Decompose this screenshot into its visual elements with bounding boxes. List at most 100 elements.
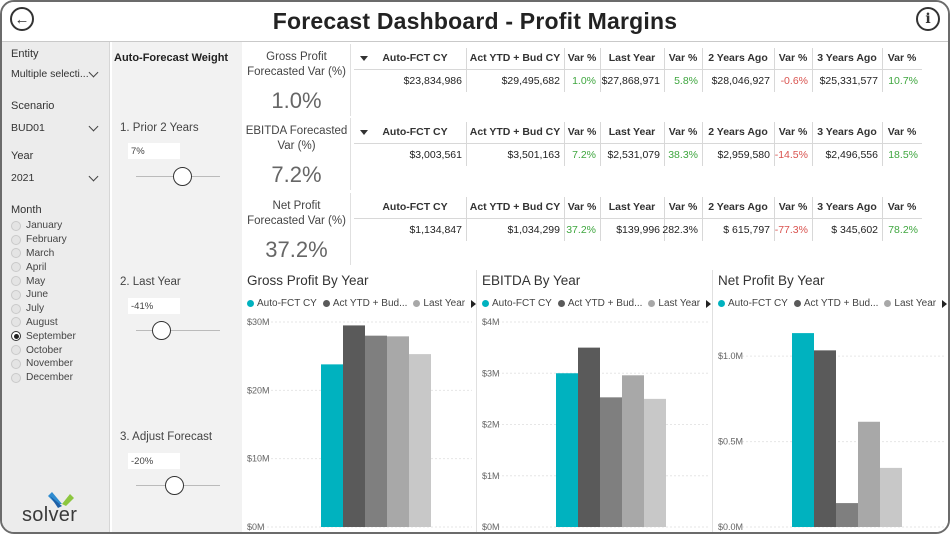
back-arrow-icon[interactable]: ← xyxy=(10,7,34,31)
weight-input-last-year[interactable]: -41% xyxy=(128,298,180,314)
column-header[interactable]: 3 Years Ago xyxy=(817,52,877,64)
radio-button[interactable] xyxy=(11,234,21,245)
legend-item[interactable]: Last Year xyxy=(413,298,465,309)
radio-button[interactable] xyxy=(11,358,21,369)
year-dropdown[interactable]: 2021 xyxy=(11,171,101,184)
bar-auto-fct-cy[interactable] xyxy=(556,373,578,527)
legend-item[interactable]: Last Year xyxy=(884,298,936,309)
month-option-april[interactable]: April xyxy=(11,260,106,274)
header: ← Forecast Dashboard - Profit Margins i xyxy=(2,2,948,42)
radio-button[interactable] xyxy=(11,331,21,342)
month-option-december[interactable]: December xyxy=(11,371,106,385)
sort-caret-icon[interactable] xyxy=(360,56,368,61)
month-option-september[interactable]: September xyxy=(11,329,106,343)
table-cell: 78.2% xyxy=(888,224,918,236)
sort-caret-icon[interactable] xyxy=(360,130,368,135)
column-header[interactable]: Act YTD + Bud CY xyxy=(469,126,561,138)
bar-3-years-ago[interactable] xyxy=(644,398,666,527)
month-option-november[interactable]: November xyxy=(11,357,106,371)
slider-thumb-adjust-forecast[interactable] xyxy=(164,476,184,495)
weight-input-adjust-forecast[interactable]: -20% xyxy=(128,453,180,469)
bar-auto-fct-cy[interactable] xyxy=(792,333,814,527)
radio-button[interactable] xyxy=(11,289,21,300)
column-header[interactable]: Last Year xyxy=(608,52,656,64)
legend-item[interactable]: Act YTD + Bud... xyxy=(322,298,407,309)
column-header[interactable]: 2 Years Ago xyxy=(708,52,768,64)
entity-dropdown[interactable]: Multiple selecti... xyxy=(11,67,101,80)
column-header[interactable]: Last Year xyxy=(608,126,656,138)
radio-button[interactable] xyxy=(11,372,21,383)
month-option-october[interactable]: October xyxy=(11,343,106,357)
bar-2-years-ago[interactable] xyxy=(858,421,880,527)
bar-act-ytd-bud-cy[interactable] xyxy=(814,350,836,527)
bar-last-year[interactable] xyxy=(836,503,858,527)
column-header[interactable]: Act YTD + Bud CY xyxy=(469,201,561,213)
legend-item[interactable]: Auto-FCT CY xyxy=(247,298,317,309)
column-header[interactable]: 2 Years Ago xyxy=(708,126,768,138)
bar-last-year[interactable] xyxy=(387,336,409,527)
month-option-august[interactable]: August xyxy=(11,316,106,330)
column-header[interactable]: Auto-FCT CY xyxy=(382,201,448,213)
scenario-dropdown[interactable]: BUD01 xyxy=(11,121,101,134)
legend-next-arrow-icon[interactable] xyxy=(471,299,477,308)
month-option-june[interactable]: June xyxy=(11,288,106,302)
column-header[interactable]: Auto-FCT CY xyxy=(382,126,448,138)
radio-button[interactable] xyxy=(11,317,21,328)
month-option-may[interactable]: May xyxy=(11,274,106,288)
column-header[interactable]: Var % xyxy=(668,126,698,138)
month-option-february[interactable]: February xyxy=(11,233,106,247)
legend-next-arrow-icon[interactable] xyxy=(942,299,948,308)
radio-button[interactable] xyxy=(11,262,21,273)
kpi-label: Net Profit Forecasted Var (%) xyxy=(247,200,346,227)
column-header[interactable]: Var % xyxy=(567,52,597,64)
bar-act-ytd-bud-cy[interactable] xyxy=(578,347,600,527)
bar-last-year[interactable] xyxy=(600,397,622,527)
radio-button[interactable] xyxy=(11,276,21,287)
info-icon[interactable]: i xyxy=(916,7,940,31)
legend-item[interactable]: Last Year xyxy=(648,298,700,309)
legend-item[interactable]: Act YTD + Bud... xyxy=(557,298,642,309)
column-header[interactable]: Var % xyxy=(887,201,917,213)
column-header[interactable]: Var % xyxy=(567,126,597,138)
column-header[interactable]: Last Year xyxy=(608,201,656,213)
column-header[interactable]: Var % xyxy=(778,126,808,138)
legend-item[interactable]: Auto-FCT CY xyxy=(718,298,788,309)
legend-item[interactable]: Act YTD + Bud... xyxy=(793,298,878,309)
column-header[interactable]: 3 Years Ago xyxy=(817,126,877,138)
chart-legend: Auto-FCT CY Act YTD + Bud... Last Year xyxy=(247,298,477,309)
legend-next-arrow-icon[interactable] xyxy=(706,299,712,308)
column-header[interactable]: 3 Years Ago xyxy=(817,201,877,213)
column-header[interactable]: Var % xyxy=(778,201,808,213)
y-tick-label: $2M xyxy=(482,420,500,430)
month-option-january[interactable]: January xyxy=(11,219,106,233)
bar-auto-fct-cy[interactable] xyxy=(321,364,343,527)
month-option-july[interactable]: July xyxy=(11,302,106,316)
column-header[interactable]: 2 Years Ago xyxy=(708,201,768,213)
radio-button[interactable] xyxy=(11,345,21,356)
column-header[interactable]: Var % xyxy=(778,52,808,64)
radio-button[interactable] xyxy=(11,220,21,231)
bar-act-ytd-bud-cy[interactable] xyxy=(343,325,365,527)
table-cell: 37.2% xyxy=(566,224,596,236)
bar-2-years-ago[interactable] xyxy=(622,375,644,527)
column-header[interactable]: Var % xyxy=(668,201,698,213)
slider-thumb-last-year[interactable] xyxy=(152,321,172,340)
column-header[interactable]: Var % xyxy=(567,201,597,213)
column-header[interactable]: Auto-FCT CY xyxy=(382,52,448,64)
column-header[interactable]: Var % xyxy=(668,52,698,64)
column-header[interactable]: Var % xyxy=(887,126,917,138)
column-header[interactable]: Act YTD + Bud CY xyxy=(469,52,561,64)
column-header[interactable]: Var % xyxy=(887,52,917,64)
slider-track[interactable] xyxy=(136,330,220,331)
kpi-label: EBITDA Forecasted Var (%) xyxy=(245,125,348,152)
weight-input-prior-2-years[interactable]: 7% xyxy=(128,143,180,159)
radio-button[interactable] xyxy=(11,303,21,314)
solver-logo-text: solver xyxy=(22,504,78,526)
legend-item[interactable]: Auto-FCT CY xyxy=(482,298,552,309)
month-option-march[interactable]: March xyxy=(11,247,106,261)
bar-3-years-ago[interactable] xyxy=(880,467,902,527)
slider-thumb-prior-2-years[interactable] xyxy=(173,167,193,186)
bar-2-years-ago[interactable] xyxy=(365,335,387,527)
radio-button[interactable] xyxy=(11,248,21,259)
bar-3-years-ago[interactable] xyxy=(409,354,431,527)
